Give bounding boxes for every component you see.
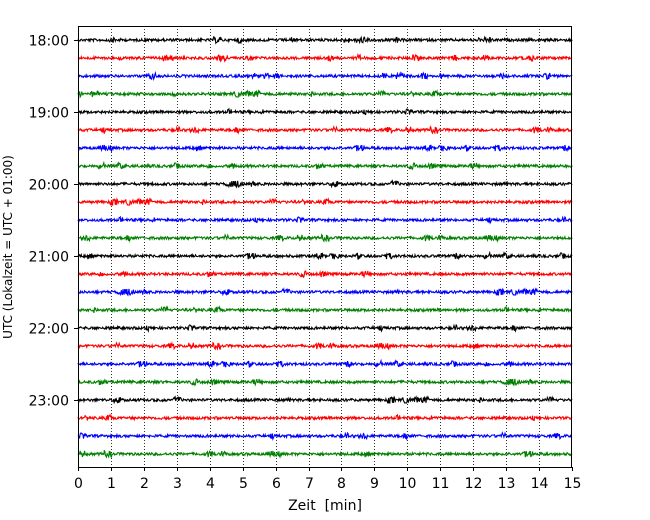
x-tick-label-2: 2 — [140, 476, 149, 492]
trace-2000 — [77, 179, 573, 189]
trace-2115 — [77, 270, 573, 279]
x-tick-label-0: 0 — [74, 476, 83, 492]
x-tick-label-3: 3 — [173, 476, 182, 492]
trace-2330 — [77, 431, 573, 441]
trace-2015 — [77, 197, 573, 206]
x-tick-label-7: 7 — [305, 476, 314, 492]
trace-1800 — [77, 35, 573, 45]
trace-2245 — [77, 378, 573, 387]
x-tick-label-5: 5 — [239, 476, 248, 492]
trace-2030 — [77, 215, 573, 225]
x-tick-label-13: 13 — [498, 476, 516, 492]
trace-2100 — [77, 250, 573, 261]
trace-1815 — [77, 52, 573, 63]
trace-2300 — [77, 395, 573, 405]
x-tick-label-8: 8 — [337, 476, 346, 492]
trace-1845 — [77, 89, 573, 99]
y-tick-label-2000: 20:00 — [29, 178, 69, 194]
x-tick-label-12: 12 — [465, 476, 483, 492]
x-tick-label-15: 15 — [564, 476, 582, 492]
y-tick-label-2200: 22:00 — [29, 322, 69, 338]
trace-1900 — [77, 107, 573, 116]
x-tick-label-10: 10 — [399, 476, 417, 492]
trace-2315 — [77, 413, 573, 422]
x-axis: 0 1 2 3 4 5 6 7 8 9 10 11 12 13 14 15 — [74, 467, 581, 492]
trace-2345 — [77, 449, 573, 459]
y-tick-label-1900: 19:00 — [29, 106, 69, 122]
trace-2230 — [77, 358, 573, 369]
trace-1930 — [77, 144, 573, 153]
x-tick-label-9: 9 — [370, 476, 379, 492]
x-tick-label-6: 6 — [272, 476, 281, 492]
y-axis-label: UTC (Lokalzeit = UTC + 01:00) — [1, 155, 15, 339]
y-tick-label-2100: 21:00 — [29, 250, 69, 266]
trace-2215 — [77, 341, 573, 351]
trace-2130 — [77, 287, 573, 297]
trace-2045 — [77, 233, 573, 243]
x-tick-label-4: 4 — [206, 476, 215, 492]
trace-1915 — [77, 125, 573, 135]
y-axis: 18:00 19:00 20:00 21:00 22:00 23:00 — [29, 34, 78, 410]
trace-2145 — [77, 305, 573, 314]
y-tick-label-1800: 18:00 — [29, 34, 69, 50]
x-tick-label-1: 1 — [107, 476, 116, 492]
x-axis-label: Zeit [min] — [288, 498, 362, 514]
plot-frame — [78, 26, 572, 468]
y-tick-label-2300: 23:00 — [29, 394, 69, 410]
trace-1830 — [77, 70, 573, 82]
trace-2200 — [77, 323, 573, 333]
traces — [77, 35, 573, 459]
trace-1945 — [77, 160, 573, 171]
x-tick-label-14: 14 — [531, 476, 549, 492]
x-tick-label-11: 11 — [432, 476, 450, 492]
